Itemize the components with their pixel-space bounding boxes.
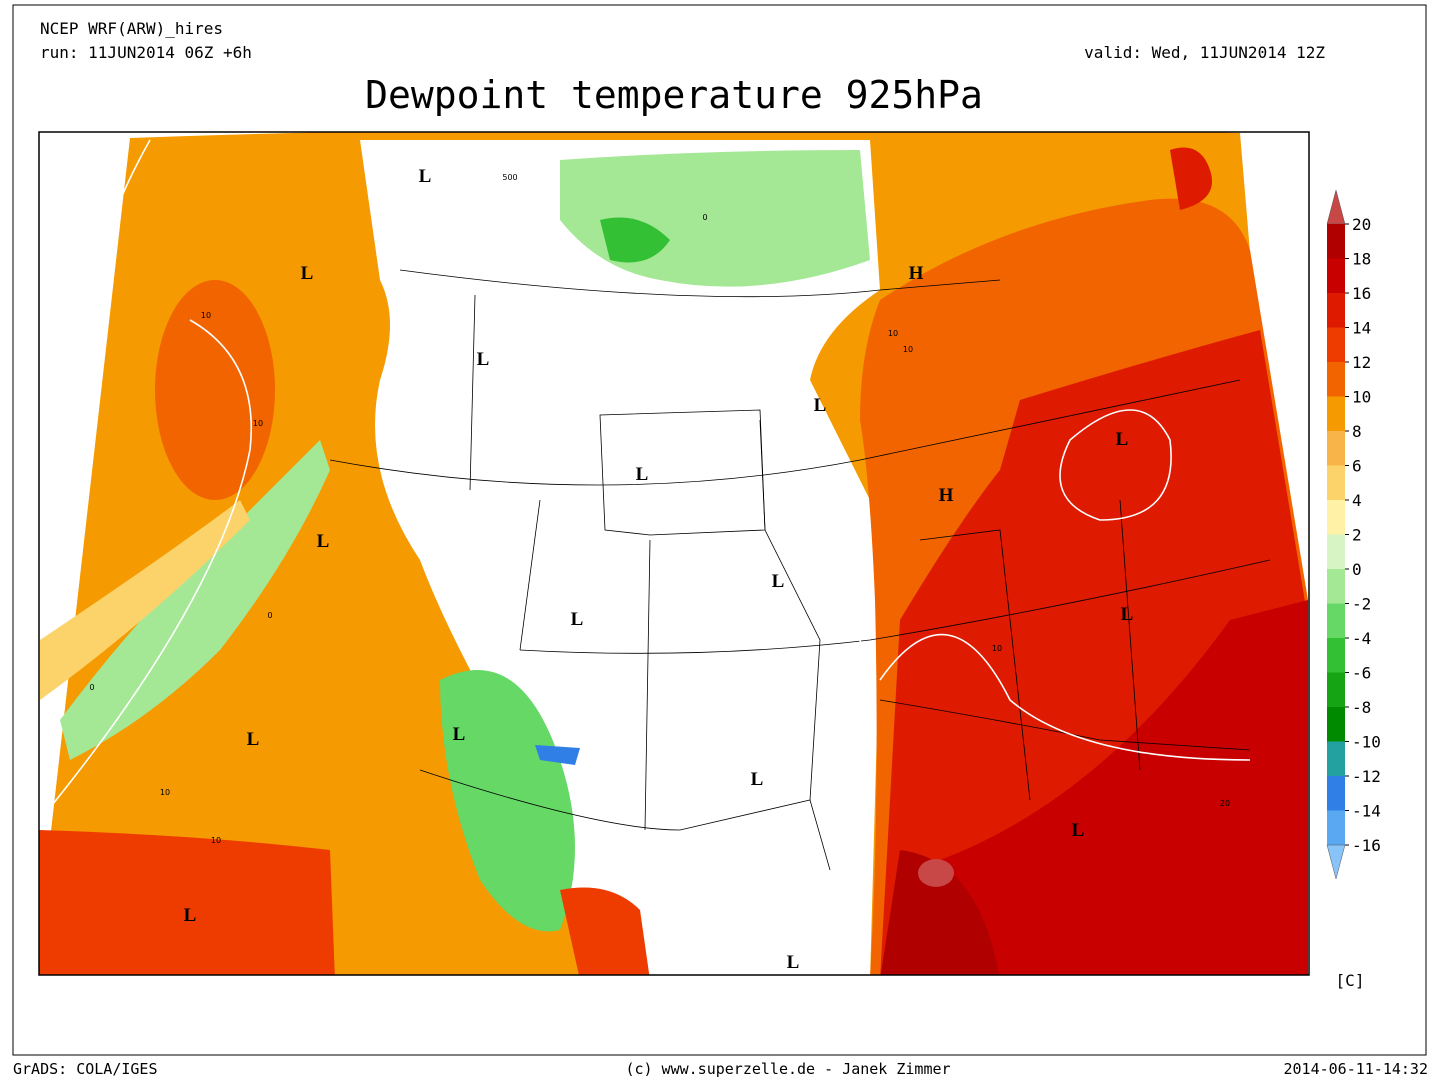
pressure-center: L — [814, 395, 827, 416]
colorbar-bin — [1327, 362, 1345, 397]
colorbar-bin — [1327, 258, 1345, 293]
colorbar-label: 8 — [1352, 422, 1362, 441]
field — [918, 859, 954, 887]
field — [560, 887, 650, 975]
colorbar-label: 16 — [1352, 284, 1371, 303]
colorbar-label: 20 — [1352, 215, 1371, 234]
contour-label: 0 — [267, 611, 272, 620]
field — [360, 140, 880, 975]
pressure-center: L — [1072, 820, 1085, 841]
colorbar-over — [1326, 189, 1346, 225]
contour-label: 10 — [201, 311, 211, 320]
contour-label: 10 — [211, 836, 221, 845]
contour-label: 10 — [253, 419, 263, 428]
colorbar-label: -4 — [1352, 629, 1371, 648]
pressure-center: L — [419, 166, 432, 187]
colorbar-label: 12 — [1352, 353, 1371, 372]
field — [535, 745, 580, 765]
colorbar-bin — [1327, 293, 1345, 328]
colorbar-label: -16 — [1352, 836, 1381, 855]
field — [440, 670, 575, 932]
contour-label: 0 — [89, 683, 94, 692]
pressure-center: L — [1121, 604, 1134, 625]
colorbar-bin — [1327, 638, 1345, 673]
field — [39, 830, 335, 975]
colorbar-bin — [1327, 569, 1345, 604]
field — [900, 600, 1308, 975]
colorbar-label: -10 — [1352, 733, 1381, 752]
field — [600, 217, 670, 263]
map-title: Dewpoint temperature 925hPa — [365, 73, 983, 117]
colorbar-bin — [1327, 396, 1345, 431]
model-name: NCEP WRF(ARW)_hires — [40, 19, 223, 38]
contours — [39, 139, 1251, 861]
map-frame — [38, 131, 1310, 976]
colorbar-label: -6 — [1352, 664, 1371, 683]
colorbar-bin — [1327, 672, 1345, 707]
run-time: run: 11JUN2014 06Z +6h — [40, 43, 252, 62]
colorbar-label: 4 — [1352, 491, 1362, 510]
colorbar-bin — [1327, 431, 1345, 466]
contour-label: 10 — [903, 345, 913, 354]
footer-left: GrADS: COLA/IGES — [13, 1060, 158, 1078]
contour-label: 10 — [160, 788, 170, 797]
colorbar-label: -2 — [1352, 595, 1371, 614]
colorbar-label: 10 — [1352, 388, 1371, 407]
pressure-center: L — [301, 263, 314, 284]
borders — [329, 269, 1271, 871]
pressure-center: L — [772, 571, 785, 592]
colorbar-label: -14 — [1352, 802, 1381, 821]
pressure-center: L — [184, 905, 197, 926]
contour-label: 0 — [702, 213, 707, 222]
pressure-center: L — [453, 724, 466, 745]
contour-label: 20 — [1220, 799, 1230, 808]
pressure-center: L — [247, 729, 260, 750]
pressure-center: H — [939, 485, 954, 506]
field — [155, 280, 275, 500]
colorbar-bin — [1327, 224, 1345, 259]
colorbar-bin — [1327, 776, 1345, 811]
colorbar-bin — [1327, 500, 1345, 535]
colorbar-label: 2 — [1352, 526, 1362, 545]
pressure-center: L — [751, 769, 764, 790]
pressure-center: L — [1116, 429, 1129, 450]
colorbar-bin — [1327, 534, 1345, 569]
footer-right: 2014-06-11-14:32 — [1284, 1060, 1429, 1078]
contour-label: 500 — [502, 173, 517, 182]
colorbar-bin — [1327, 810, 1345, 845]
field — [1170, 147, 1212, 210]
footer-center: (c) www.superzelle.de - Janek Zimmer — [625, 1060, 950, 1078]
pressure-center: L — [636, 464, 649, 485]
colorbar-label: -12 — [1352, 767, 1381, 786]
pressure-center: L — [787, 952, 800, 973]
colorbar-label: 14 — [1352, 319, 1371, 338]
colorbar-bin — [1327, 465, 1345, 500]
contour-label: 10 — [888, 329, 898, 338]
colorbar-unit: [C] — [1336, 971, 1365, 990]
field — [60, 440, 330, 760]
colorbar-label: 18 — [1352, 250, 1371, 269]
field — [40, 500, 250, 700]
pressure-center: L — [571, 609, 584, 630]
pressure-center: L — [317, 531, 330, 552]
colorbar-label: 6 — [1352, 457, 1362, 476]
colorbar-bin — [1327, 327, 1345, 362]
colorbar-label: -8 — [1352, 698, 1371, 717]
page-border — [12, 4, 1427, 1056]
colorbar-bin — [1327, 603, 1345, 638]
field — [880, 850, 1000, 975]
pressure-center: L — [477, 349, 490, 370]
colorbar-bin — [1327, 707, 1345, 742]
contour-label: 10 — [992, 644, 1002, 653]
colorbar-label: 0 — [1352, 560, 1362, 579]
pressure-center: H — [909, 263, 924, 284]
map — [38, 131, 1310, 976]
colorbar-bin — [1327, 741, 1345, 776]
colorbar-under — [1326, 844, 1346, 880]
valid-time: valid: Wed, 11JUN2014 12Z — [1084, 43, 1325, 62]
